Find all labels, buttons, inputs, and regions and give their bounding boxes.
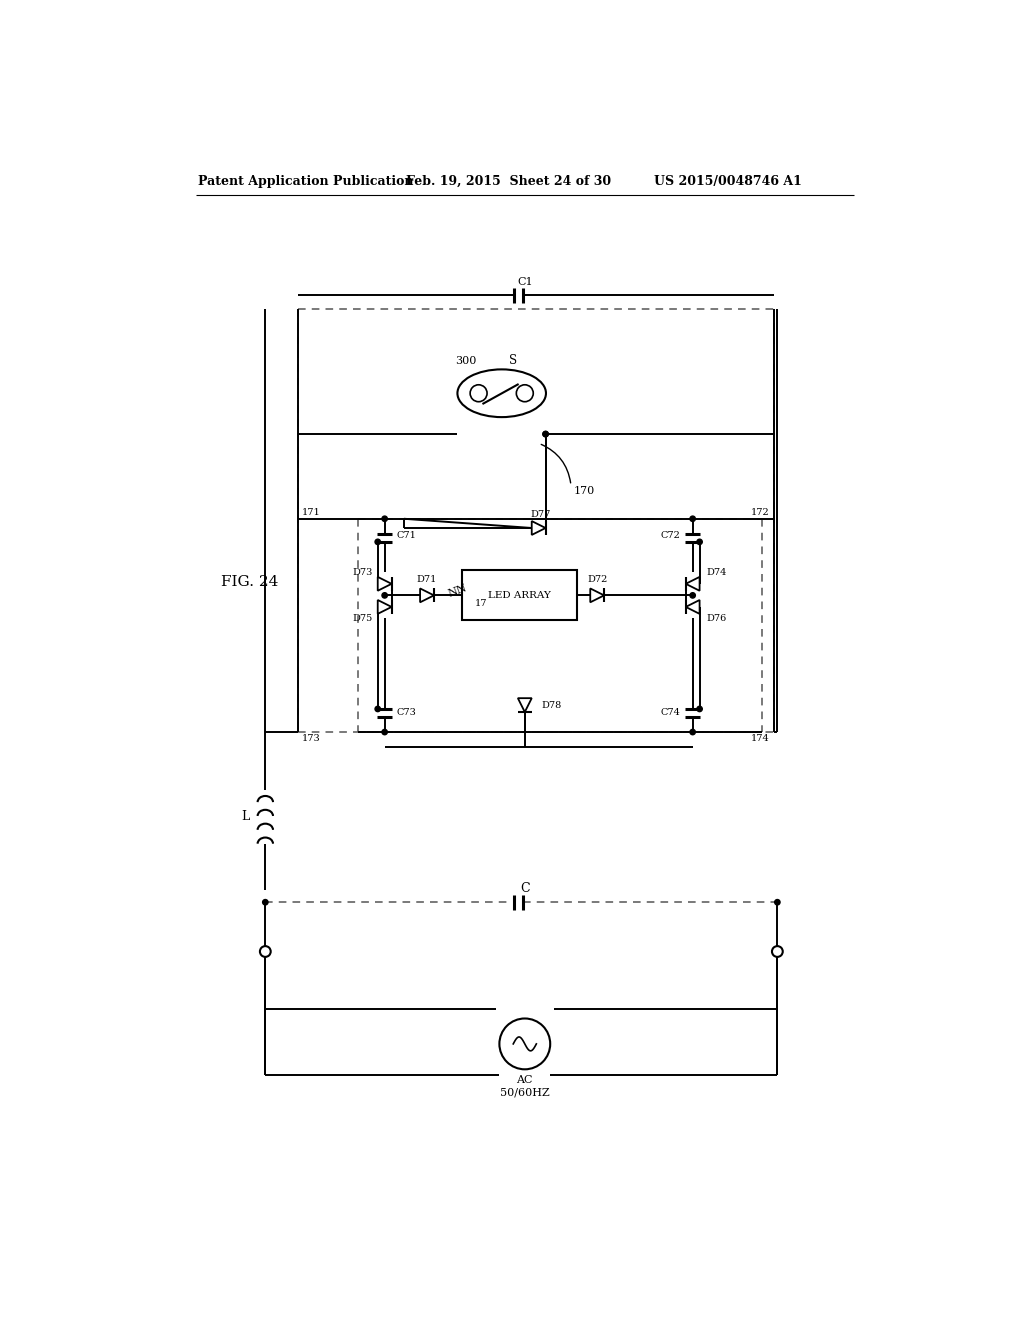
Text: FIG. 24: FIG. 24 xyxy=(221,576,279,589)
Circle shape xyxy=(690,516,695,521)
Circle shape xyxy=(382,516,387,521)
Text: 300: 300 xyxy=(456,356,477,366)
Text: 173: 173 xyxy=(302,734,321,743)
Circle shape xyxy=(690,730,695,735)
Circle shape xyxy=(775,899,780,906)
Text: D74: D74 xyxy=(707,568,727,577)
Text: Patent Application Publication: Patent Application Publication xyxy=(199,176,414,187)
Circle shape xyxy=(543,432,548,437)
Circle shape xyxy=(690,593,695,598)
Polygon shape xyxy=(686,601,699,614)
Polygon shape xyxy=(686,577,699,591)
Text: US 2015/0048746 A1: US 2015/0048746 A1 xyxy=(654,176,802,187)
Text: S: S xyxy=(509,354,517,367)
Text: D71: D71 xyxy=(417,576,437,585)
Polygon shape xyxy=(531,521,546,535)
Text: L: L xyxy=(242,810,250,824)
Circle shape xyxy=(375,539,381,545)
Bar xyxy=(462,570,578,620)
Circle shape xyxy=(262,899,268,906)
Text: 172: 172 xyxy=(751,508,770,517)
Circle shape xyxy=(382,730,387,735)
Text: C71: C71 xyxy=(397,531,417,540)
Text: Feb. 19, 2015  Sheet 24 of 30: Feb. 19, 2015 Sheet 24 of 30 xyxy=(407,176,611,187)
Polygon shape xyxy=(420,589,434,602)
Circle shape xyxy=(697,539,702,545)
Text: D73: D73 xyxy=(352,568,373,577)
Text: D72: D72 xyxy=(587,576,607,585)
Circle shape xyxy=(375,706,381,711)
Text: D78: D78 xyxy=(542,701,562,710)
Text: D77: D77 xyxy=(530,510,550,519)
Text: D75: D75 xyxy=(352,614,373,623)
Text: 174: 174 xyxy=(751,734,770,743)
Text: 170: 170 xyxy=(573,486,595,496)
Ellipse shape xyxy=(458,370,546,417)
Text: C72: C72 xyxy=(660,531,680,540)
Text: C74: C74 xyxy=(660,709,680,717)
Text: C73: C73 xyxy=(397,709,417,717)
Polygon shape xyxy=(378,577,391,591)
Polygon shape xyxy=(518,698,531,711)
Text: C: C xyxy=(520,882,529,895)
Text: 17: 17 xyxy=(475,599,487,609)
Text: AC
50/60HZ: AC 50/60HZ xyxy=(500,1076,550,1097)
Text: C1: C1 xyxy=(517,277,532,286)
Text: NN: NN xyxy=(446,583,469,599)
Text: 171: 171 xyxy=(302,508,321,517)
Circle shape xyxy=(382,593,387,598)
Polygon shape xyxy=(590,589,604,602)
Circle shape xyxy=(543,432,548,437)
Polygon shape xyxy=(378,601,391,614)
Circle shape xyxy=(697,706,702,711)
Text: LED ARRAY: LED ARRAY xyxy=(488,591,551,599)
Text: D76: D76 xyxy=(707,614,727,623)
